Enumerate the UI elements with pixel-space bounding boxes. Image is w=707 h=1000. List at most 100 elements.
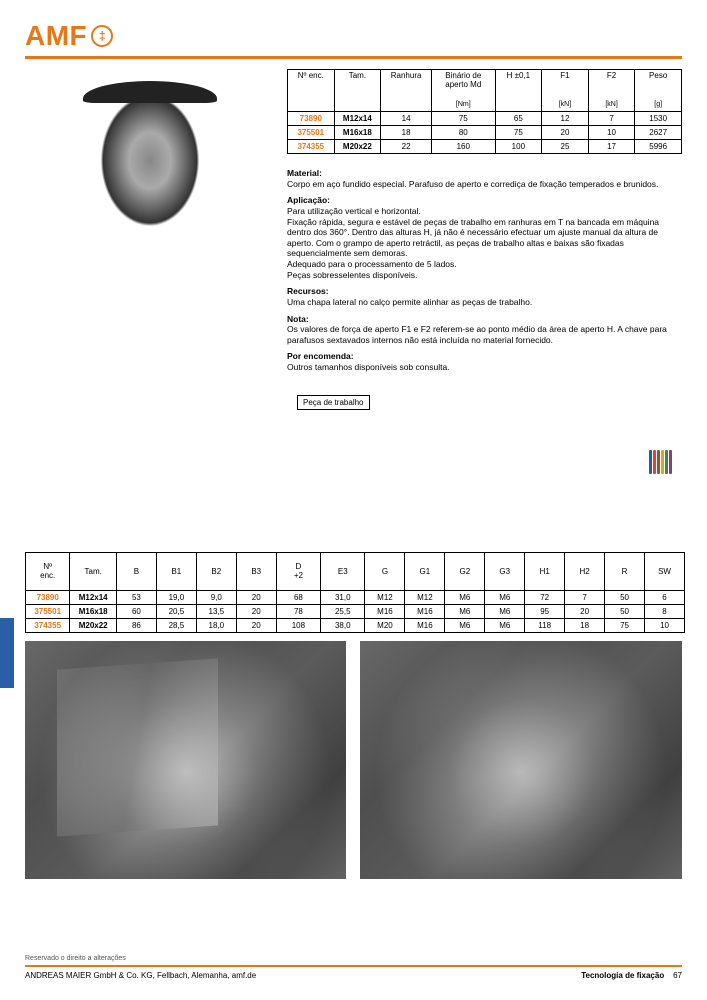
data-cell: M16 — [365, 604, 405, 618]
product-column — [25, 69, 275, 530]
data-cell: M6 — [445, 604, 485, 618]
table-row: 374355M20x228628,518,02010838,0M20M16M6M… — [26, 618, 685, 632]
data-cell: 31,0 — [321, 590, 365, 604]
t2-header: B3 — [236, 552, 276, 590]
t1-header: F2 [kN] — [588, 70, 635, 112]
footer-category: Tecnologia de fixação — [581, 971, 664, 980]
data-cell: 18,0 — [196, 618, 236, 632]
footer-right: Tecnologia de fixação 67 — [581, 971, 682, 980]
table-row: 374355M20x222216010025175996 — [288, 140, 682, 154]
color-chips — [649, 450, 672, 474]
data-cell: M6 — [445, 590, 485, 604]
data-cell: 50 — [605, 604, 645, 618]
features-title: Recursos: — [287, 286, 329, 296]
data-cell: 7 — [588, 112, 635, 126]
data-cell: 20 — [542, 126, 589, 140]
data-cell: 9,0 — [196, 590, 236, 604]
data-cell: 50 — [605, 590, 645, 604]
page-number: 67 — [673, 971, 682, 980]
data-cell: 17 — [588, 140, 635, 154]
data-cell: 20 — [236, 604, 276, 618]
table-row: 375501M16x1818807520102627 — [288, 126, 682, 140]
t2-header: B — [116, 552, 156, 590]
tam-cell: M20x22 — [334, 140, 381, 154]
data-cell: 25 — [542, 140, 589, 154]
data-cell: 1530 — [635, 112, 682, 126]
side-tab — [0, 618, 14, 688]
t1-header: F1 [kN] — [542, 70, 589, 112]
data-cell: 13,5 — [196, 604, 236, 618]
data-cell: M16 — [405, 618, 445, 632]
data-cell: M16 — [405, 604, 445, 618]
t2-header: H1 — [525, 552, 565, 590]
table-row: 73890M12x145319,09,0206831,0M12M12M6M672… — [26, 590, 685, 604]
data-cell: 20,5 — [156, 604, 196, 618]
data-cell: 8 — [645, 604, 685, 618]
color-chip — [657, 450, 660, 474]
footer-company: ANDREAS MAIER GmbH & Co. KG, Fellbach, A… — [25, 971, 256, 980]
data-cell: M6 — [485, 590, 525, 604]
t2-header: G1 — [405, 552, 445, 590]
note-title: Nota: — [287, 314, 309, 324]
data-cell: 160 — [432, 140, 496, 154]
data-cell: 22 — [381, 140, 432, 154]
logo-text: AMF — [25, 20, 87, 52]
enc-cell: 374355 — [26, 618, 70, 632]
data-cell: 53 — [116, 590, 156, 604]
color-chip — [669, 450, 672, 474]
t2-header: B1 — [156, 552, 196, 590]
t1-header: Peso [g] — [635, 70, 682, 112]
t2-header: Tam. — [70, 552, 117, 590]
t2-header: Nºenc. — [26, 552, 70, 590]
data-cell: 75 — [605, 618, 645, 632]
data-cell: 80 — [432, 126, 496, 140]
application-photo-2 — [360, 641, 682, 879]
right-column: Nº enc.Tam.RanhuraBinário de aperto Md [… — [287, 69, 682, 530]
data-cell: 108 — [276, 618, 320, 632]
t1-header: Nº enc. — [288, 70, 335, 112]
material-title: Material: — [287, 168, 322, 178]
photo-row — [25, 641, 682, 879]
data-cell: 20 — [236, 590, 276, 604]
t2-header: G — [365, 552, 405, 590]
data-cell: 78 — [276, 604, 320, 618]
workpiece-label: Peça de trabalho — [297, 395, 370, 410]
order-body: Outros tamanhos disponíveis sob consulta… — [287, 362, 682, 373]
description-block: Material: Corpo em aço fundido especial.… — [287, 168, 682, 373]
data-cell: 28,5 — [156, 618, 196, 632]
header-divider — [25, 56, 682, 59]
data-cell: 100 — [495, 140, 542, 154]
t1-header: H ±0,1 — [495, 70, 542, 112]
note-body: Os valores de força de aperto F1 e F2 re… — [287, 324, 682, 345]
t1-header: Binário de aperto Md [Nm] — [432, 70, 496, 112]
application-line: Fixação rápida, segura e estável de peça… — [287, 217, 682, 260]
tam-cell: M16x18 — [70, 604, 117, 618]
t2-header: G3 — [485, 552, 525, 590]
enc-cell: 375501 — [288, 126, 335, 140]
logo-icon: ‡ — [91, 25, 113, 47]
tam-cell: M12x14 — [70, 590, 117, 604]
color-chip — [649, 450, 652, 474]
t1-header: Tam. — [334, 70, 381, 112]
t2-header: B2 — [196, 552, 236, 590]
product-image — [65, 75, 235, 265]
data-cell: 12 — [542, 112, 589, 126]
enc-cell: 73890 — [288, 112, 335, 126]
application-line: Peças sobresselentes disponíveis. — [287, 270, 682, 281]
color-chip — [665, 450, 668, 474]
data-cell: 20 — [236, 618, 276, 632]
footer-disclaimer: Reservado o direito a alterações — [25, 955, 682, 962]
t2-header: SW — [645, 552, 685, 590]
table-row: 73890M12x141475651271530 — [288, 112, 682, 126]
data-cell: 86 — [116, 618, 156, 632]
spec-table-1: Nº enc.Tam.RanhuraBinário de aperto Md [… — [287, 69, 682, 154]
t2-header: E3 — [321, 552, 365, 590]
t2-header: G2 — [445, 552, 485, 590]
data-cell: M6 — [485, 604, 525, 618]
data-cell: 14 — [381, 112, 432, 126]
application-title: Aplicação: — [287, 195, 330, 205]
data-cell: 75 — [495, 126, 542, 140]
data-cell: 7 — [565, 590, 605, 604]
order-title: Por encomenda: — [287, 351, 354, 361]
application-photo-1 — [25, 641, 346, 879]
